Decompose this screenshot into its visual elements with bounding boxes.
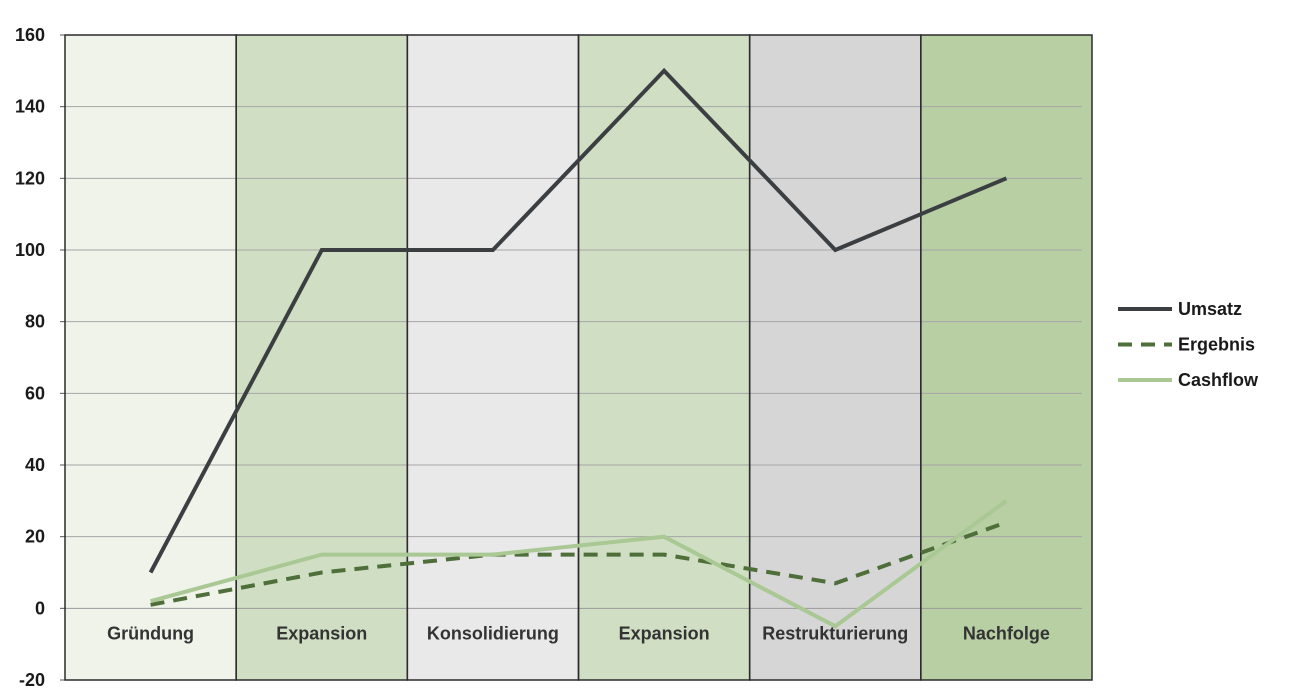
y-tick-label: 100 [15,240,45,260]
phase-band [920,35,1092,680]
legend-label-ergebnis: Ergebnis [1178,335,1255,355]
y-tick-label: 160 [15,25,45,45]
series-line-umsatz [148,67,1008,574]
y-tick-label: 140 [15,97,45,117]
y-tick-label: 120 [15,168,45,188]
phase-band [236,35,408,680]
series-lines [148,67,1008,629]
y-axis-ticks: -20 0 20 40 60 80 100 120 140 160 [15,25,45,690]
y-tick-label: 0 [35,598,45,618]
y-tick-label: 60 [25,383,45,403]
phase-band [407,35,579,680]
legend-label-cashflow: Cashflow [1178,370,1259,390]
phase-band [578,35,750,680]
phase-band [65,35,237,680]
legend-label-umsatz: Umsatz [1178,299,1242,319]
band-borders [64,34,1093,681]
category-labels: Gründung Expansion Konsolidierung Expansion… [107,623,1050,643]
category-label: Nachfolge [963,623,1050,643]
category-label: Gründung [107,623,194,643]
series-line-cashflow [150,499,1008,629]
category-label: Restrukturierung [762,623,908,643]
category-label: Expansion [619,623,710,643]
legend: Umsatz Ergebnis Cashflow [1118,299,1259,390]
series-line-ergebnis [150,520,1008,607]
phase-band-border [920,34,1093,681]
y-tick-label: -20 [19,670,45,690]
y-tick-label: 80 [25,312,45,332]
category-label: Expansion [276,623,367,643]
y-tick-label: 20 [25,527,45,547]
category-label: Konsolidierung [427,623,559,643]
y-tick-label: 40 [25,455,45,475]
